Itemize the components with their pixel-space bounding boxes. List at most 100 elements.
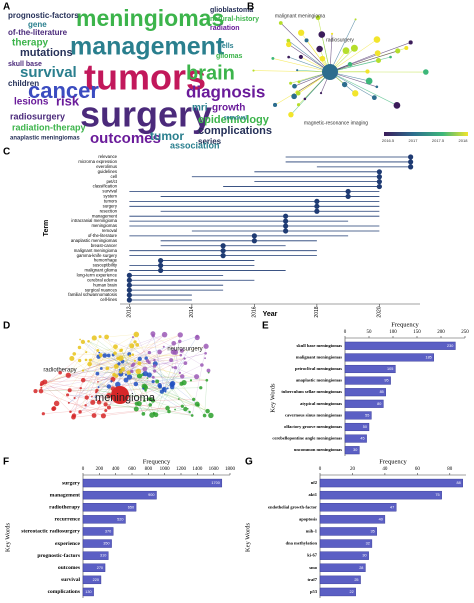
- category-label: stereotactic radiosurgery: [21, 529, 80, 535]
- word: mri: [192, 103, 208, 114]
- node: [148, 403, 153, 407]
- x-tick-label: 60: [415, 467, 421, 472]
- node: [40, 380, 45, 386]
- node: [111, 386, 129, 404]
- peak-dot: [251, 233, 257, 239]
- edge: [35, 368, 145, 392]
- node: [80, 339, 86, 345]
- node: [295, 90, 301, 96]
- node: [91, 335, 97, 341]
- category-label: survival: [61, 577, 80, 583]
- node: [151, 379, 155, 384]
- node: [341, 81, 348, 88]
- node: [66, 393, 70, 397]
- x-tick-label: 1000: [160, 467, 171, 472]
- edge: [272, 58, 331, 73]
- category-label: p53: [310, 589, 318, 594]
- term-label: meningiomas: [91, 223, 117, 228]
- x-tick-label: 40: [382, 467, 388, 472]
- node: [330, 32, 334, 35]
- word: meningiomas: [76, 5, 224, 31]
- node: [206, 368, 211, 373]
- edge: [329, 52, 378, 73]
- node: [296, 69, 299, 72]
- edge: [68, 402, 106, 411]
- edge: [163, 336, 198, 390]
- edge: [99, 352, 173, 388]
- node: [117, 362, 121, 366]
- node: [189, 379, 193, 382]
- edge: [150, 382, 185, 406]
- node: [196, 403, 200, 407]
- term-label: cerebral edema: [87, 277, 117, 282]
- bar: [344, 446, 360, 455]
- edge: [83, 380, 190, 413]
- node: [133, 340, 137, 344]
- bar: [82, 503, 137, 512]
- word: removal: [224, 116, 247, 122]
- word: management: [70, 33, 225, 61]
- node: [104, 334, 109, 340]
- x-tick-label: 50: [367, 330, 373, 335]
- x-tick-label: 200: [437, 330, 445, 335]
- value-label: 650: [128, 505, 134, 509]
- x-axis-label: Year: [263, 311, 278, 318]
- edge: [106, 334, 137, 338]
- node: [278, 21, 283, 25]
- node: [100, 413, 106, 419]
- category-label: complications: [48, 589, 80, 595]
- word: gene: [28, 20, 47, 29]
- bar: [82, 515, 126, 524]
- node: [58, 370, 62, 375]
- node: [135, 368, 142, 375]
- node: [78, 410, 82, 414]
- category-label: nf2: [311, 480, 318, 485]
- edge: [118, 336, 198, 365]
- value-label: 30: [362, 554, 366, 558]
- node: [373, 36, 381, 43]
- x-tick-label: 200: [96, 467, 104, 472]
- node: [69, 355, 75, 362]
- x-tick-label: 0: [344, 330, 347, 335]
- node: [171, 366, 174, 369]
- word: radiation: [210, 25, 240, 32]
- node: [131, 336, 135, 339]
- node: [375, 85, 379, 89]
- y-axis-label: Key Words: [269, 383, 276, 413]
- node: [124, 373, 128, 376]
- edge: [100, 336, 197, 377]
- node: [87, 361, 92, 367]
- node: [143, 399, 146, 402]
- value-label: 22: [349, 590, 353, 594]
- value-label: 105: [387, 367, 393, 371]
- term-label: survival: [102, 189, 117, 194]
- edge: [106, 336, 119, 359]
- node: [322, 64, 338, 80]
- node: [287, 55, 290, 59]
- edge: [117, 341, 136, 385]
- word: growth: [212, 103, 245, 114]
- term-label: anaplastic meningiomas: [71, 238, 117, 243]
- node: [296, 103, 301, 107]
- node: [271, 56, 275, 60]
- peak-dot: [126, 292, 132, 298]
- node: [97, 381, 99, 383]
- node: [408, 40, 413, 45]
- node: [204, 357, 206, 360]
- node: [88, 358, 92, 362]
- bar: [82, 478, 223, 488]
- node: [183, 357, 186, 359]
- term-label: long-term experience: [77, 272, 118, 277]
- term-label: classification: [93, 184, 118, 189]
- node: [199, 386, 203, 390]
- node: [133, 406, 139, 412]
- bar: [82, 539, 112, 548]
- word: complications: [198, 125, 272, 137]
- edge: [329, 71, 398, 106]
- edge: [85, 355, 181, 360]
- bar: [82, 490, 157, 500]
- x-tick-label: 2018: [314, 306, 320, 317]
- node: [205, 408, 210, 414]
- node: [84, 404, 87, 407]
